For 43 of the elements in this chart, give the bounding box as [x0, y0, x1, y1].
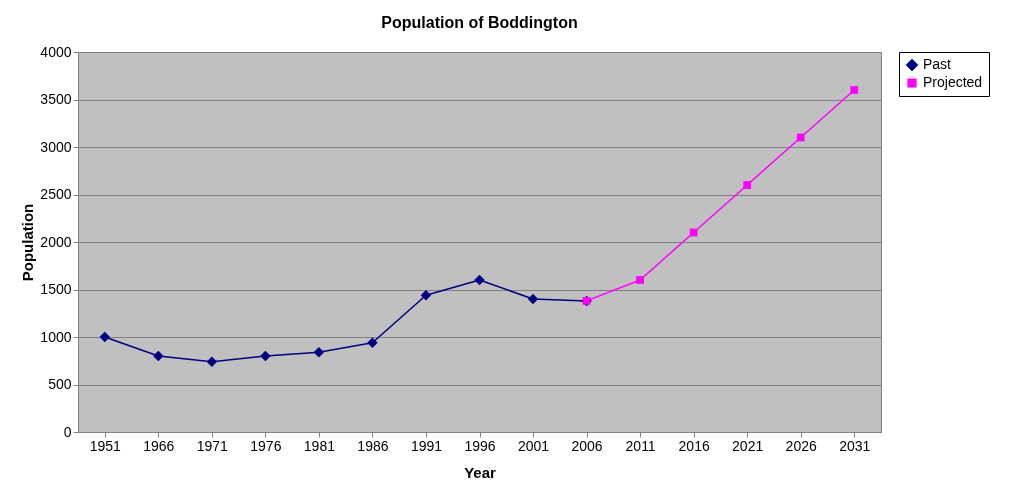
- point: [527, 293, 539, 305]
- y-tick-label: 3500: [40, 91, 72, 107]
- x-tick-label: 2001: [517, 437, 550, 454]
- y-tick-label: 2500: [40, 186, 72, 202]
- y-tick-label: 0: [63, 423, 72, 440]
- x-tick-label: 2011: [625, 437, 656, 454]
- y-tick-label: 500: [48, 376, 72, 392]
- x-tick-label: 2016: [678, 437, 710, 454]
- x-tick-label: 2021: [732, 437, 764, 454]
- y-tick-label: 3000: [40, 138, 72, 155]
- point: [153, 350, 164, 362]
- point: [743, 181, 752, 189]
- legend-label: Projected: [923, 74, 983, 90]
- point: [850, 86, 859, 94]
- point: [206, 356, 218, 367]
- point: [420, 289, 432, 301]
- x-tick-label: 1981: [303, 437, 336, 454]
- point: [474, 274, 485, 286]
- point: [313, 346, 325, 358]
- x-tick-label: 1966: [143, 437, 175, 454]
- y-tick-label: 1000: [40, 328, 72, 345]
- y-tick-label: 4000: [40, 43, 72, 60]
- point: [260, 350, 271, 362]
- chart-title: Population of Boddington: [381, 14, 578, 31]
- x-tick-label: 1991: [410, 437, 443, 454]
- point: [636, 276, 644, 284]
- x-tick-label: 1996: [464, 437, 496, 454]
- y-tick-label: 1500: [40, 281, 72, 297]
- x-tick-label: 1986: [357, 437, 389, 454]
- x-tick-label: 1951: [89, 437, 122, 454]
- x-tick-label: 1976: [250, 437, 282, 454]
- legend-label: Past: [923, 56, 952, 72]
- x-tick-label: 1971: [196, 437, 229, 454]
- x-tick-label: 2006: [571, 437, 603, 454]
- y-axis-title: Population: [19, 203, 37, 282]
- point: [796, 133, 805, 142]
- point: [367, 337, 378, 348]
- x-tick-label: 2026: [785, 437, 817, 454]
- x-axis-title: Year: [464, 463, 497, 481]
- x-tick-label: 2031: [839, 437, 871, 454]
- point: [99, 331, 111, 343]
- point: [689, 228, 698, 237]
- y-tick-label: 2000: [40, 233, 72, 250]
